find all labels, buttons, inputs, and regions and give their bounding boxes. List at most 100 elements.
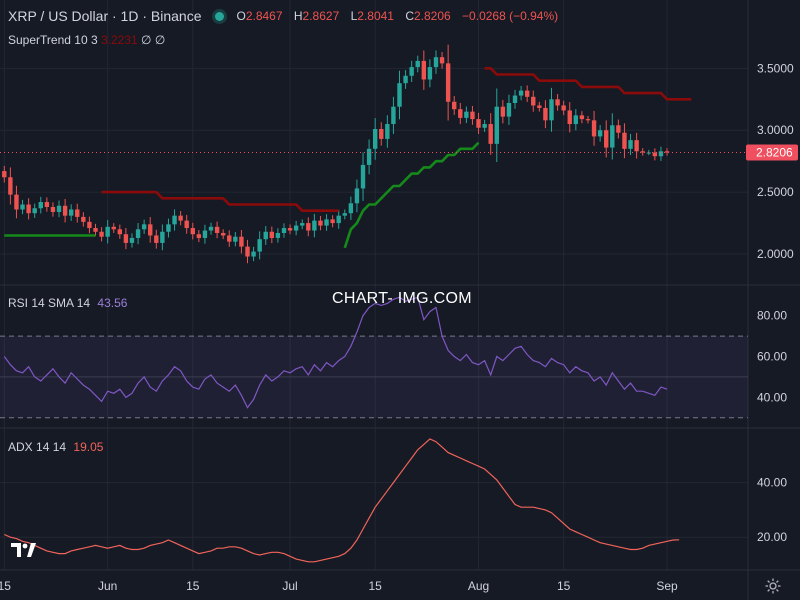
candle-body — [500, 106, 506, 117]
rsi-tick-label: 60.00 — [757, 350, 787, 364]
candle-body — [397, 83, 402, 107]
candle — [269, 226, 275, 244]
candle-body — [190, 228, 195, 235]
candle — [628, 133, 633, 156]
candle-body — [214, 226, 220, 233]
candle — [464, 106, 469, 124]
ohlc-change: −0.0268 (−0.94%) — [462, 9, 559, 23]
candle — [38, 196, 43, 214]
candle-body — [233, 236, 238, 242]
candle-body — [62, 205, 68, 216]
candle-body — [652, 152, 658, 157]
candle-body — [14, 194, 19, 210]
candle-body — [312, 220, 317, 231]
candle — [227, 230, 232, 247]
candle — [14, 185, 19, 219]
candle — [470, 105, 475, 125]
candle-body — [68, 209, 74, 216]
supertrend-line — [0, 67, 748, 249]
ohlc-low-key: L — [350, 9, 358, 23]
candle — [99, 227, 104, 242]
candle — [488, 113, 493, 155]
candle — [524, 85, 530, 103]
candle-body — [293, 225, 299, 231]
candle — [500, 99, 506, 124]
adx-legend[interactable]: ADX 14 14 19.05 — [8, 440, 103, 454]
candle — [385, 115, 390, 148]
candle-body — [111, 226, 116, 230]
candle — [427, 59, 433, 88]
supertrend-legend[interactable]: SuperTrend 10 3 3.2231 ∅ ∅ — [8, 33, 165, 47]
candle — [658, 146, 664, 161]
candle-body — [148, 224, 153, 236]
candle-body — [421, 60, 427, 80]
gear-icon[interactable] — [765, 578, 781, 594]
candle — [44, 197, 50, 212]
candle — [32, 203, 37, 218]
candle-body — [275, 233, 281, 238]
candle — [196, 230, 202, 243]
candle — [141, 219, 147, 234]
candle — [160, 224, 165, 251]
candle-body — [75, 209, 80, 217]
candle-body — [38, 202, 43, 209]
candle-body — [105, 226, 110, 237]
candle — [50, 202, 56, 217]
rsi-legend[interactable]: RSI 14 SMA 14 43.56 — [8, 296, 127, 310]
candle — [579, 111, 585, 124]
candle — [372, 118, 378, 160]
candle — [537, 101, 542, 112]
time-tick-label: Jun — [98, 579, 117, 593]
candle — [56, 200, 62, 218]
candle-body — [494, 106, 499, 144]
ohlc-open: 2.8467 — [245, 9, 283, 23]
candle — [300, 219, 305, 230]
candle-body — [531, 96, 536, 106]
last-price-tag-bg — [746, 144, 798, 161]
candle-body — [26, 204, 31, 214]
candle-body — [172, 215, 177, 225]
candle — [257, 231, 262, 260]
candle-body — [640, 151, 645, 153]
candle — [208, 222, 214, 235]
candle-body — [585, 119, 591, 121]
adx-line — [4, 438, 680, 563]
candle-body — [543, 107, 548, 121]
candle — [148, 217, 153, 243]
candle — [306, 217, 311, 237]
candle-body — [579, 115, 585, 120]
candle — [342, 209, 347, 220]
candle-body — [318, 220, 323, 226]
candle-body — [93, 228, 98, 232]
candle-body — [8, 177, 13, 195]
tradingview-logo-icon[interactable] — [10, 541, 38, 559]
candle — [640, 148, 645, 156]
candle-body — [470, 111, 475, 120]
candle-body — [573, 115, 579, 125]
candle — [26, 198, 31, 220]
candle-body — [227, 235, 232, 242]
price-tick-label: 2.5000 — [757, 185, 794, 199]
candle — [597, 125, 603, 142]
candle-body — [239, 236, 244, 247]
candle-body — [300, 223, 305, 226]
candle — [573, 109, 579, 131]
candle-body — [336, 215, 341, 224]
price-tick-label: 3.0000 — [757, 123, 794, 137]
candle-body — [354, 188, 360, 204]
candle — [281, 223, 287, 238]
candle-body — [269, 231, 275, 238]
candle — [154, 229, 159, 249]
candle — [190, 222, 195, 240]
rsi-band — [0, 335, 748, 419]
rsi-value: 43.56 — [97, 296, 128, 310]
candle-body — [604, 130, 609, 148]
candle-body — [141, 224, 147, 230]
candle-body — [445, 63, 451, 102]
candle-body — [597, 130, 603, 137]
candlestick-series — [2, 44, 670, 264]
symbol-title[interactable]: XRP / US Dollar · 1D · Binance — [8, 8, 202, 24]
adx-name: ADX — [8, 440, 33, 454]
candle-body — [50, 207, 56, 212]
